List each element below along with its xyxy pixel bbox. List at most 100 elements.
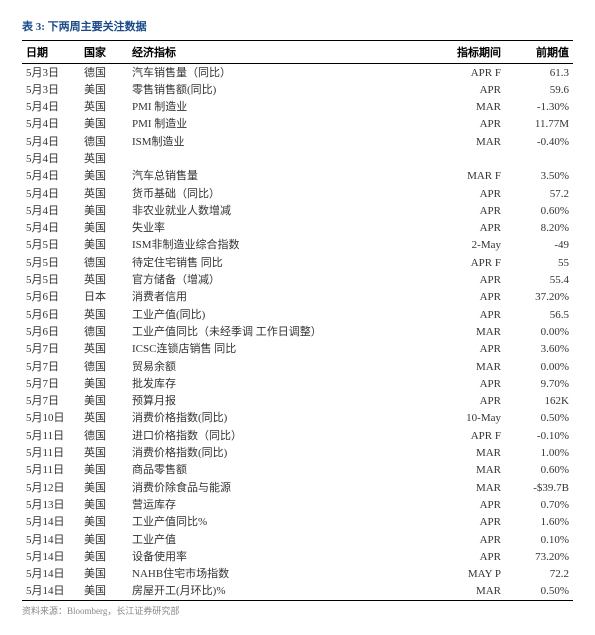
col-date: 日期 [22, 41, 80, 64]
table-cell: APR [427, 341, 505, 358]
table-cell: 5月6日 [22, 289, 80, 306]
table-cell: 3.60% [505, 341, 573, 358]
table-cell: 5月4日 [22, 185, 80, 202]
table-cell: 德国 [80, 427, 128, 444]
table-cell: 失业率 [128, 220, 427, 237]
table-cell: 美国 [80, 514, 128, 531]
table-cell: 5月4日 [22, 150, 80, 167]
table-row: 5月14日美国工业产值APR0.10% [22, 531, 573, 548]
table-cell: MAR [427, 479, 505, 496]
table-cell: 5月11日 [22, 462, 80, 479]
table-cell: 5月4日 [22, 116, 80, 133]
table-cell: 9.70% [505, 375, 573, 392]
table-cell: 非农业就业人数增减 [128, 202, 427, 219]
table-cell: 消费价除食品与能源 [128, 479, 427, 496]
table-row: 5月5日德国待定住宅销售 同比APR F55 [22, 254, 573, 271]
table-cell: PMI 制造业 [128, 116, 427, 133]
table-cell: 5月11日 [22, 427, 80, 444]
table-cell: 工业产值(同比) [128, 306, 427, 323]
col-prev: 前期值 [505, 41, 573, 64]
table-cell: 5月5日 [22, 272, 80, 289]
table-cell: 美国 [80, 393, 128, 410]
table-cell: 贸易余额 [128, 358, 427, 375]
table-cell: 55 [505, 254, 573, 271]
table-cell: 5月7日 [22, 393, 80, 410]
table-cell: APR [427, 202, 505, 219]
table-cell: 待定住宅销售 同比 [128, 254, 427, 271]
table-row: 5月4日德国ISM制造业MAR-0.40% [22, 133, 573, 150]
table-cell: 5月4日 [22, 202, 80, 219]
table-cell: MAR [427, 583, 505, 601]
table-cell: 0.70% [505, 496, 573, 513]
table-cell: 英国 [80, 445, 128, 462]
table-cell: 5月6日 [22, 306, 80, 323]
table-cell: MAY P [427, 566, 505, 583]
table-row: 5月5日英国官方储备（增减）APR55.4 [22, 272, 573, 289]
table-cell: 5月13日 [22, 496, 80, 513]
table-row: 5月14日美国房屋开工(月环比)%MAR0.50% [22, 583, 573, 601]
table-cell: 5月12日 [22, 479, 80, 496]
table-cell: ISM非制造业综合指数 [128, 237, 427, 254]
table-cell: 批发库存 [128, 375, 427, 392]
table-cell: APR [427, 514, 505, 531]
table-cell: 56.5 [505, 306, 573, 323]
table-cell: APR [427, 548, 505, 565]
table-row: 5月7日英国ICSC连锁店销售 同比APR3.60% [22, 341, 573, 358]
table-cell: MAR [427, 445, 505, 462]
table-cell: 2-May [427, 237, 505, 254]
table-cell: 英国 [80, 341, 128, 358]
table-cell: 1.60% [505, 514, 573, 531]
table-row: 5月14日美国设备使用率APR73.20% [22, 548, 573, 565]
table-cell: 5月14日 [22, 548, 80, 565]
table-title: 表 3: 下两周主要关注数据 [22, 18, 573, 34]
table-cell: 5月4日 [22, 168, 80, 185]
table-row: 5月6日英国工业产值(同比)APR56.5 [22, 306, 573, 323]
table-row: 5月7日美国预算月报APR162K [22, 393, 573, 410]
table-cell: 预算月报 [128, 393, 427, 410]
table-row: 5月13日美国营运库存APR0.70% [22, 496, 573, 513]
table-cell: 官方储备（增减） [128, 272, 427, 289]
table-cell: 0.50% [505, 583, 573, 601]
table-row: 5月3日美国零售销售额(同比)APR59.6 [22, 81, 573, 98]
table-row: 5月4日美国PMI 制造业APR11.77M [22, 116, 573, 133]
table-cell: 1.00% [505, 445, 573, 462]
table-cell [427, 150, 505, 167]
table-cell: NAHB住宅市场指数 [128, 566, 427, 583]
table-cell: APR F [427, 64, 505, 82]
table-cell: 美国 [80, 168, 128, 185]
table-cell: APR [427, 375, 505, 392]
table-cell: 英国 [80, 99, 128, 116]
table-cell: 工业产值 [128, 531, 427, 548]
table-cell: 5月14日 [22, 566, 80, 583]
table-cell: APR [427, 185, 505, 202]
table-cell: 10-May [427, 410, 505, 427]
table-cell: MAR [427, 323, 505, 340]
table-cell: 消费价格指数(同比) [128, 410, 427, 427]
table-row: 5月7日德国贸易余额MAR0.00% [22, 358, 573, 375]
table-cell: 0.60% [505, 202, 573, 219]
table-cell: MAR [427, 462, 505, 479]
table-cell: 美国 [80, 116, 128, 133]
table-row: 5月4日美国失业率APR8.20% [22, 220, 573, 237]
table-cell: 工业产值同比% [128, 514, 427, 531]
table-cell: 商品零售额 [128, 462, 427, 479]
table-cell: 0.00% [505, 358, 573, 375]
table-cell: 工业产值同比（未经季调 工作日调整） [128, 323, 427, 340]
table-cell: APR [427, 393, 505, 410]
table-cell: 美国 [80, 220, 128, 237]
table-cell: 英国 [80, 410, 128, 427]
table-cell [128, 150, 427, 167]
table-row: 5月11日德国进口价格指数（同比）APR F-0.10% [22, 427, 573, 444]
table-cell: 5月5日 [22, 237, 80, 254]
table-cell: 美国 [80, 202, 128, 219]
table-row: 5月4日英国PMI 制造业MAR-1.30% [22, 99, 573, 116]
table-row: 5月11日美国商品零售额MAR0.60% [22, 462, 573, 479]
table-cell: -0.10% [505, 427, 573, 444]
table-cell: 德国 [80, 323, 128, 340]
table-cell: 德国 [80, 64, 128, 82]
table-row: 5月4日英国 [22, 150, 573, 167]
table-cell: 8.20% [505, 220, 573, 237]
table-cell: 英国 [80, 272, 128, 289]
table-cell: 57.2 [505, 185, 573, 202]
table-cell: 5月14日 [22, 531, 80, 548]
